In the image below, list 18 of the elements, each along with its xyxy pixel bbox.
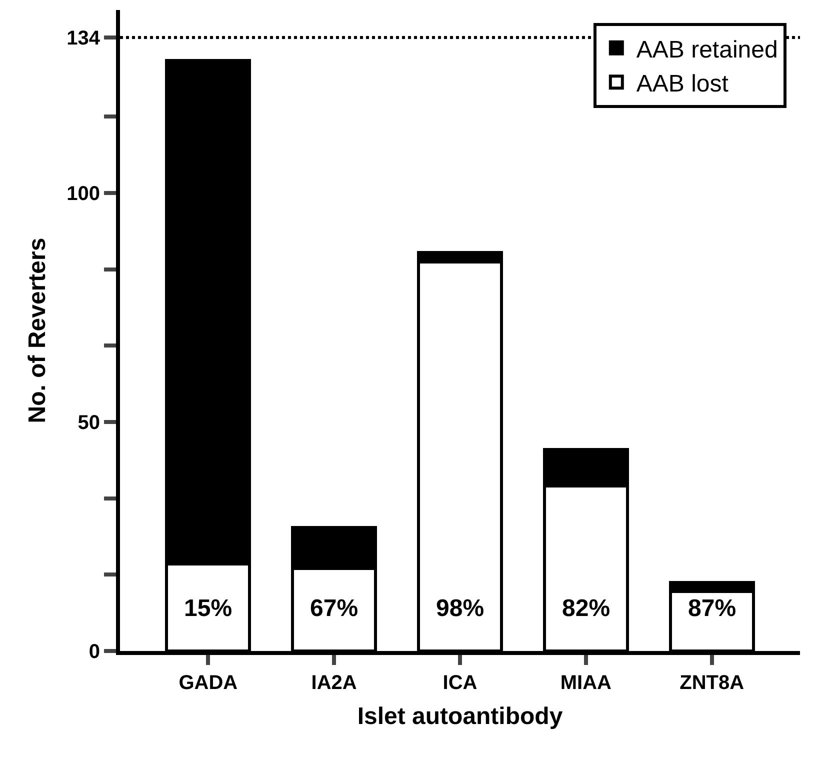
y-tick-label: 0 — [88, 641, 100, 663]
annotation: 15% — [184, 595, 232, 622]
x-axis-title: Islet autoantibody — [357, 702, 564, 730]
y-axis-title: No. of Reverters — [24, 238, 52, 424]
x-tick-label: MIAA — [560, 672, 612, 694]
legend-label: AAB lost — [636, 70, 729, 98]
annotation: 87% — [688, 595, 736, 622]
legend-label: AAB retained — [636, 36, 778, 64]
annotation: 82% — [562, 595, 610, 622]
x-tick-label: ICA — [442, 672, 478, 694]
y-tick-label: 100 — [66, 183, 100, 206]
x-tick-label: GADA — [178, 672, 238, 694]
y-tick-label: 134 — [66, 27, 101, 50]
annotation: 67% — [310, 595, 358, 622]
x-tick-label: ZNT8A — [680, 672, 744, 694]
y-tick-label: 50 — [78, 412, 100, 434]
annotation: 98% — [436, 595, 484, 622]
x-tick-label: IA2A — [311, 672, 357, 694]
